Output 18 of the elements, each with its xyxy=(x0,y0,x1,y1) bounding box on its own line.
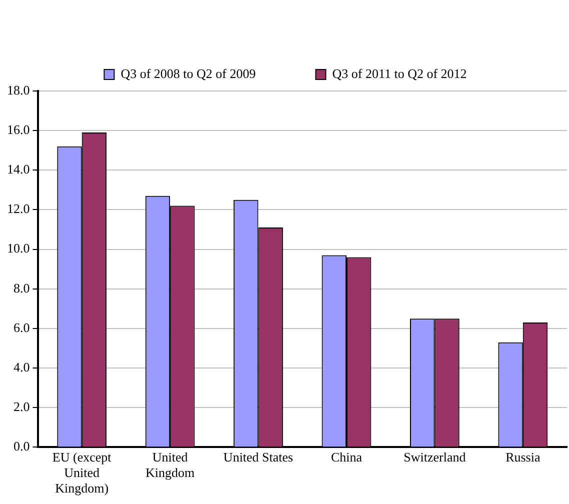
x-tick-label: Russia xyxy=(506,449,540,464)
y-tick-label: 18.0 xyxy=(7,82,30,98)
legend-label: Q3 of 2011 to Q2 of 2012 xyxy=(332,66,467,81)
y-tick-label: 0.0 xyxy=(14,438,30,454)
x-tick-label: EU (except United Kingdom) xyxy=(52,449,112,496)
y-tick-label: 4.0 xyxy=(14,359,30,374)
y-tick-label: 16.0 xyxy=(7,122,30,137)
x-tick-label: Switzerland xyxy=(404,449,466,464)
x-tick-label: United States xyxy=(223,449,294,464)
legend-label: Q3 of 2008 to Q2 of 2009 xyxy=(120,66,256,81)
y-tick-label: 12.0 xyxy=(7,201,30,216)
y-tick-label: 14.0 xyxy=(7,162,30,177)
y-tick-label: 8.0 xyxy=(14,280,30,296)
y-tick-label: 6.0 xyxy=(14,320,30,335)
y-tick-label: 2.0 xyxy=(14,399,30,414)
x-tick-label: United Kingdom xyxy=(146,449,195,480)
y-tick-label: 10.0 xyxy=(7,240,30,256)
x-tick-label: China xyxy=(330,449,362,464)
